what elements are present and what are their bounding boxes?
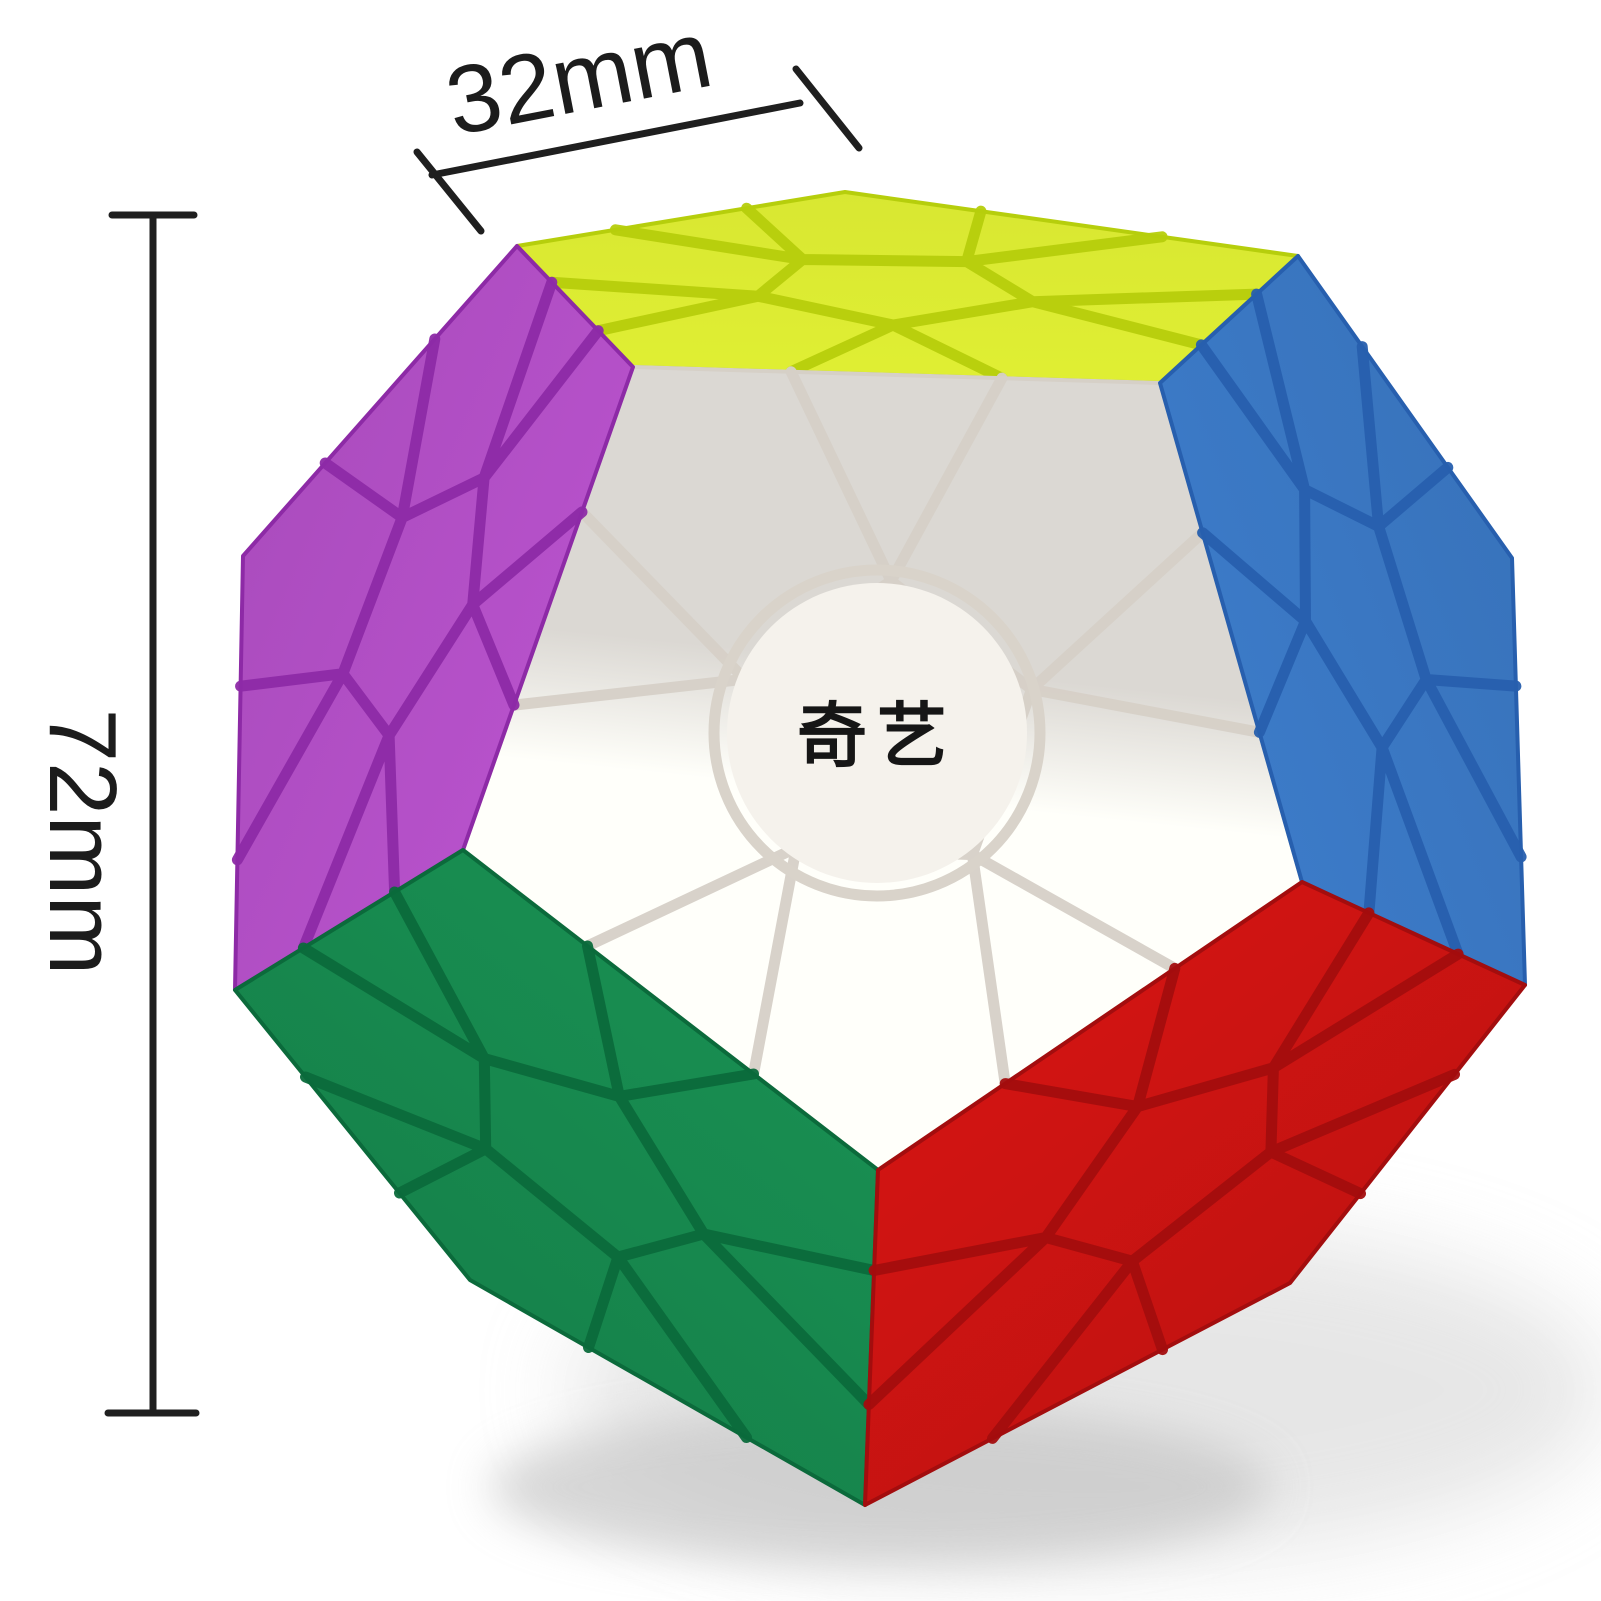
dimension-annotations: 72mm 32mm xyxy=(29,0,863,1417)
face-top-grooves xyxy=(546,202,1263,384)
height-dimension-label: 72mm xyxy=(29,709,136,976)
center-cap-ring xyxy=(708,564,1046,902)
face-bottom-right-grooves xyxy=(863,907,1464,1444)
center-cap: 奇艺 xyxy=(708,564,1046,902)
face-bottom-left xyxy=(233,848,880,1507)
brand-logo: 奇艺 xyxy=(797,695,957,777)
face-bottom-right xyxy=(863,880,1527,1507)
width-dimension-tick-right xyxy=(792,65,863,152)
face-left-grooves xyxy=(231,276,604,954)
width-dimension-line xyxy=(428,99,804,179)
face-bottom-left-grooves xyxy=(297,886,880,1443)
width-dimension-tick-left xyxy=(413,148,485,235)
face-right-grooves xyxy=(1195,288,1527,960)
center-cap-face xyxy=(727,583,1027,883)
